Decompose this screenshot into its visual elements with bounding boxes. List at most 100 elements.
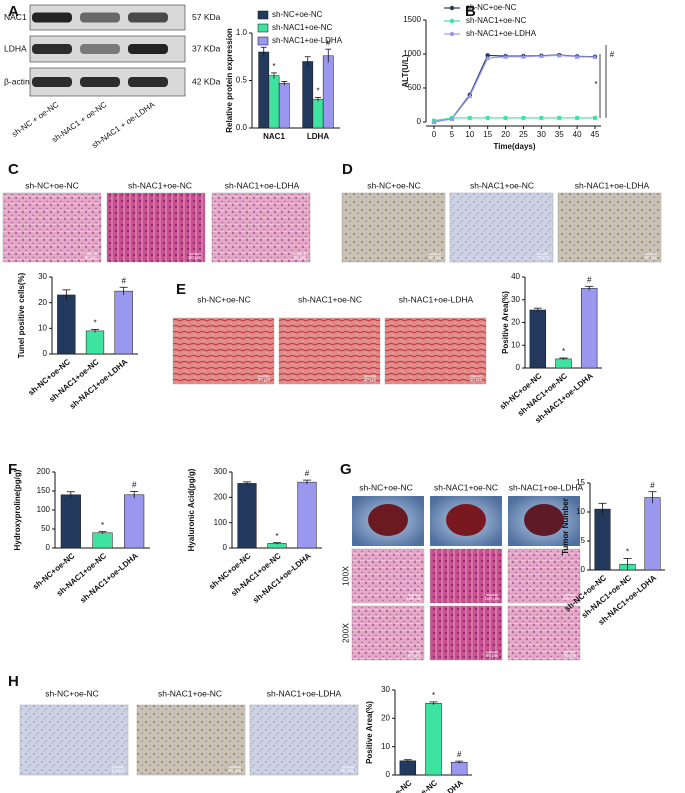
legend-swatch xyxy=(257,23,269,33)
marker xyxy=(449,116,455,121)
x-tick-label: sh-NC+oe-NC xyxy=(368,778,414,793)
x-tick-label: sh-NAC1+oe-LDHA xyxy=(78,551,140,605)
y-tick-label: 0 xyxy=(46,543,51,552)
panel-letter: H xyxy=(8,673,19,690)
series-line xyxy=(433,54,596,123)
x-tick-label: 30 xyxy=(537,130,546,139)
bar xyxy=(114,290,133,355)
x-tick-label: 10 xyxy=(465,130,474,139)
marker xyxy=(521,115,526,120)
y-axis-label: Hydroxyproline(pg/g) xyxy=(13,469,22,550)
x-tick-label: 20 xyxy=(501,130,510,139)
bar xyxy=(278,83,290,129)
y-tick-label: 150 xyxy=(37,486,51,495)
bar xyxy=(92,532,113,549)
series-line xyxy=(433,117,595,122)
legend-label: sh-NAC1+oe-LDHA xyxy=(466,29,537,38)
scale-label: 50 μm xyxy=(112,768,125,773)
micrograph xyxy=(507,605,581,661)
bar xyxy=(555,358,572,369)
micrograph xyxy=(278,317,381,385)
y-tick-label: 0 xyxy=(43,349,48,358)
scale-label: 50 μm xyxy=(564,653,577,658)
bar xyxy=(594,508,611,571)
image-caption: sh-NAC1+oe-LDHA xyxy=(575,180,650,190)
liver xyxy=(524,504,564,536)
marker xyxy=(431,119,437,124)
y-tick-label: 0.5 xyxy=(236,76,248,85)
image-caption: sh-NC+oe-NC xyxy=(45,688,99,698)
significance: * xyxy=(562,347,565,356)
image-caption: sh-NAC1+oe-NC xyxy=(298,294,362,304)
y-tick-label: 0 xyxy=(223,543,228,552)
micrograph xyxy=(106,192,206,263)
marker xyxy=(485,53,490,58)
bar xyxy=(425,703,442,776)
blot-size: 42 KDa xyxy=(192,76,221,86)
x-tick-label: 0 xyxy=(432,130,437,139)
blot-band xyxy=(80,44,120,54)
panel-letter: F xyxy=(8,461,17,478)
bar xyxy=(322,55,334,129)
marker xyxy=(503,115,508,120)
image-caption: sh-NC+oe-NC xyxy=(25,180,79,190)
micrograph xyxy=(2,192,102,263)
bar xyxy=(312,99,324,129)
blot-band xyxy=(80,77,120,87)
y-tick-label: 0.0 xyxy=(236,123,248,132)
blot-protein: NAC1 xyxy=(4,12,27,22)
scale-label: 50 μm xyxy=(258,377,271,382)
y-tick-label: 20 xyxy=(381,713,390,722)
significance: * xyxy=(275,532,278,541)
micrograph xyxy=(507,548,581,604)
x-tick-label: 35 xyxy=(555,130,564,139)
y-axis-label: Hyaluronic Acid(pg/g) xyxy=(187,468,196,551)
y-tick-label: 30 xyxy=(511,295,520,304)
image-caption: sh-NC+oe-NC xyxy=(367,180,421,190)
micrograph xyxy=(557,192,662,263)
blot-band xyxy=(80,12,120,23)
micrograph xyxy=(449,192,554,263)
bar xyxy=(529,309,547,369)
series-line xyxy=(433,54,596,123)
y-tick-label: 0 xyxy=(417,117,422,126)
panel-letter: G xyxy=(340,461,352,478)
blot-protein: LDHA xyxy=(4,43,27,53)
bar xyxy=(57,294,76,355)
legend-swatch xyxy=(257,36,269,46)
legend-swatch xyxy=(257,10,269,20)
y-tick-label: 1500 xyxy=(403,15,421,24)
scale-label: 50 μm xyxy=(342,768,355,773)
scale-label: 50 μm xyxy=(408,653,421,658)
marker xyxy=(593,115,597,120)
micrograph xyxy=(351,605,425,661)
y-tick-label: 100 xyxy=(214,518,228,527)
y-tick-label: 0 xyxy=(516,363,521,372)
scale-label: 50 μm xyxy=(486,653,499,658)
lane-label: sh-NC + oe-NC xyxy=(10,100,60,139)
micrograph xyxy=(429,548,503,604)
x-tick-label: 5 xyxy=(450,130,455,139)
blot-band xyxy=(128,77,168,87)
y-tick-label: 200 xyxy=(214,492,228,501)
y-tick-label: 30 xyxy=(381,685,390,694)
x-tick-label: NAC1 xyxy=(263,132,285,141)
bar xyxy=(297,481,317,549)
micrograph xyxy=(384,317,487,385)
row-label: 100X xyxy=(340,566,350,586)
bar xyxy=(124,494,145,549)
y-tick-label: 20 xyxy=(511,318,520,327)
x-axis-label: Time(days) xyxy=(493,142,535,151)
significance: # xyxy=(132,480,137,489)
bar xyxy=(85,330,105,355)
significance: # xyxy=(305,469,310,478)
micrograph xyxy=(211,192,311,263)
scale-label: 50 μm xyxy=(85,255,98,260)
significance: * xyxy=(101,521,104,530)
scale-label: 50 μm xyxy=(189,255,202,260)
x-tick-label: LDHA xyxy=(307,132,329,141)
significance: # xyxy=(457,750,462,759)
bar xyxy=(580,288,598,369)
blot-band xyxy=(32,12,72,23)
y-tick-label: 100 xyxy=(37,505,51,514)
